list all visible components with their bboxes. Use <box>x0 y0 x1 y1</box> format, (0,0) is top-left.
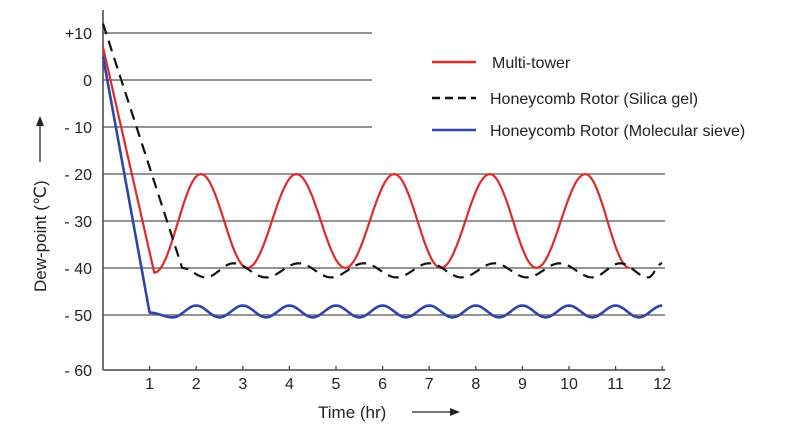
y-tick-label: - 30 <box>64 214 92 231</box>
x-tick-label: 2 <box>192 376 201 393</box>
x-tick-label: 12 <box>653 376 671 393</box>
y-tick-label: - 20 <box>64 167 92 184</box>
x-tick-label: 3 <box>238 376 247 393</box>
x-tick-label: 5 <box>332 376 341 393</box>
x-tick-label: 10 <box>560 376 578 393</box>
legend-label: Honeycomb Rotor (Molecular sieve) <box>490 123 745 140</box>
y-tick-label: 0 <box>83 73 92 90</box>
legend-label: Multi-tower <box>492 55 571 72</box>
x-tick-label: 8 <box>471 376 480 393</box>
series-line-2 <box>101 56 663 319</box>
x-tick-label: 7 <box>425 376 434 393</box>
y-tick-label: +10 <box>65 26 92 43</box>
y-tick-label: - 60 <box>64 363 92 380</box>
y-axis-arrow <box>36 116 44 162</box>
y-tick-label: - 40 <box>64 261 92 278</box>
series-line-1 <box>101 23 663 279</box>
x-axis-label: Time (hr) <box>318 403 386 422</box>
x-tick-label: 6 <box>378 376 387 393</box>
y-tick-label: - 10 <box>64 120 92 137</box>
y-axis-label: Dew-point (℃) <box>31 180 50 292</box>
x-tick-label: 1 <box>145 376 154 393</box>
x-tick-label: 9 <box>518 376 527 393</box>
series-line-0 <box>101 46 630 274</box>
x-tick-label: 4 <box>285 376 294 393</box>
legend-label: Honeycomb Rotor (Silica gel) <box>490 91 698 108</box>
x-axis-arrow <box>412 408 460 416</box>
x-tick-label: 11 <box>607 376 624 393</box>
y-tick-label: - 50 <box>64 308 92 325</box>
